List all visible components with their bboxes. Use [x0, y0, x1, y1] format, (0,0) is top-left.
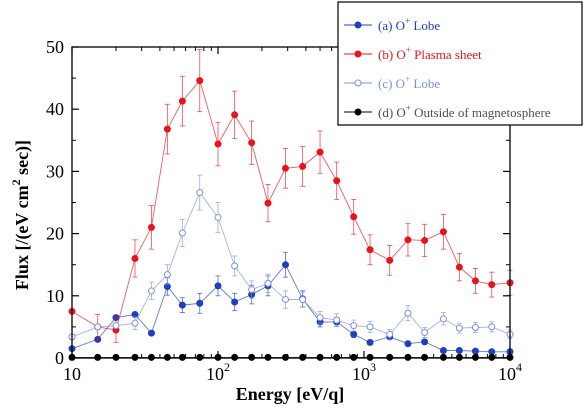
data-point: [316, 314, 324, 322]
x-tick-label: 10: [63, 364, 81, 384]
legend-label: (d) O+ Outside of magnetosphere: [378, 103, 551, 120]
data-point: [131, 319, 139, 327]
data-point: [350, 213, 358, 221]
y-tick-label: 50: [46, 37, 64, 57]
series-c: [68, 174, 514, 341]
data-point: [471, 324, 479, 332]
data-point: [439, 347, 447, 355]
data-point: [248, 286, 256, 294]
data-point: [248, 139, 256, 147]
data-point: [299, 296, 307, 304]
data-point: [488, 281, 496, 289]
data-point: [439, 315, 447, 323]
data-point: [131, 254, 139, 262]
series-a: [68, 251, 514, 356]
data-point: [214, 140, 222, 148]
data-point: [231, 298, 239, 306]
data-point: [196, 189, 204, 197]
data-point: [196, 299, 204, 307]
data-point: [333, 316, 341, 324]
data-point: [94, 323, 102, 331]
data-point: [333, 177, 341, 185]
data-point: [386, 330, 394, 338]
y-tick-label: 20: [46, 224, 64, 244]
legend-marker: [354, 79, 362, 87]
legend-label: (c) O+ Lobe: [378, 74, 440, 91]
data-point: [231, 262, 239, 270]
x-axis-title: Energy [eV/q]: [236, 384, 344, 404]
data-point: [439, 228, 447, 236]
x-tick-label: 104: [498, 360, 522, 384]
data-point: [471, 347, 479, 355]
x-tick-label: 102: [206, 360, 230, 384]
data-point: [147, 329, 155, 337]
legend-marker: [354, 108, 362, 116]
data-point: [404, 236, 412, 244]
y-tick-label: 0: [55, 348, 64, 368]
data-point: [404, 340, 412, 348]
data-point: [366, 246, 374, 254]
data-point: [299, 162, 307, 170]
y-tick-label: 40: [46, 99, 64, 119]
x-tick-label: 103: [352, 360, 376, 384]
legend-marker: [354, 50, 362, 58]
data-point: [214, 213, 222, 221]
data-point: [421, 236, 429, 244]
data-point: [350, 330, 358, 338]
data-point: [455, 347, 463, 355]
data-point: [455, 324, 463, 332]
data-point: [366, 323, 374, 331]
legend-marker: [354, 21, 362, 29]
data-point: [488, 323, 496, 331]
data-point: [386, 256, 394, 264]
data-point: [282, 261, 290, 269]
data-point: [282, 296, 290, 304]
legend: (a) O+ Lobe (b) O+ Plasma sheet (c) O+ Lob…: [337, 1, 583, 126]
series-line: [71, 191, 511, 338]
data-point: [178, 229, 186, 237]
data-point: [316, 148, 324, 156]
y-tick-label: 30: [46, 161, 64, 181]
data-point: [163, 271, 171, 279]
data-point: [282, 164, 290, 172]
legend-label: (b) O+ Plasma sheet: [378, 45, 482, 62]
data-point: [264, 199, 272, 207]
data-point: [264, 279, 272, 287]
y-axis-title: Flux [/(eV cm2 sec)]: [9, 140, 33, 290]
legend-label: (a) O+ Lobe: [378, 16, 440, 33]
data-point: [471, 277, 479, 285]
data-point: [147, 287, 155, 295]
series-line: [71, 263, 510, 353]
data-point: [404, 309, 412, 317]
data-point: [366, 338, 374, 346]
data-point: [196, 77, 204, 85]
data-point: [421, 328, 429, 336]
legend-box: [337, 1, 583, 126]
data-point: [112, 322, 120, 330]
data-point: [455, 263, 463, 271]
data-point: [214, 282, 222, 290]
data-point: [350, 322, 358, 330]
data-point: [231, 111, 239, 119]
data-point: [163, 125, 171, 133]
data-point: [147, 223, 155, 231]
data-point: [178, 97, 186, 105]
data-point: [178, 301, 186, 309]
data-point: [421, 338, 429, 346]
y-tick-label: 10: [46, 286, 64, 306]
